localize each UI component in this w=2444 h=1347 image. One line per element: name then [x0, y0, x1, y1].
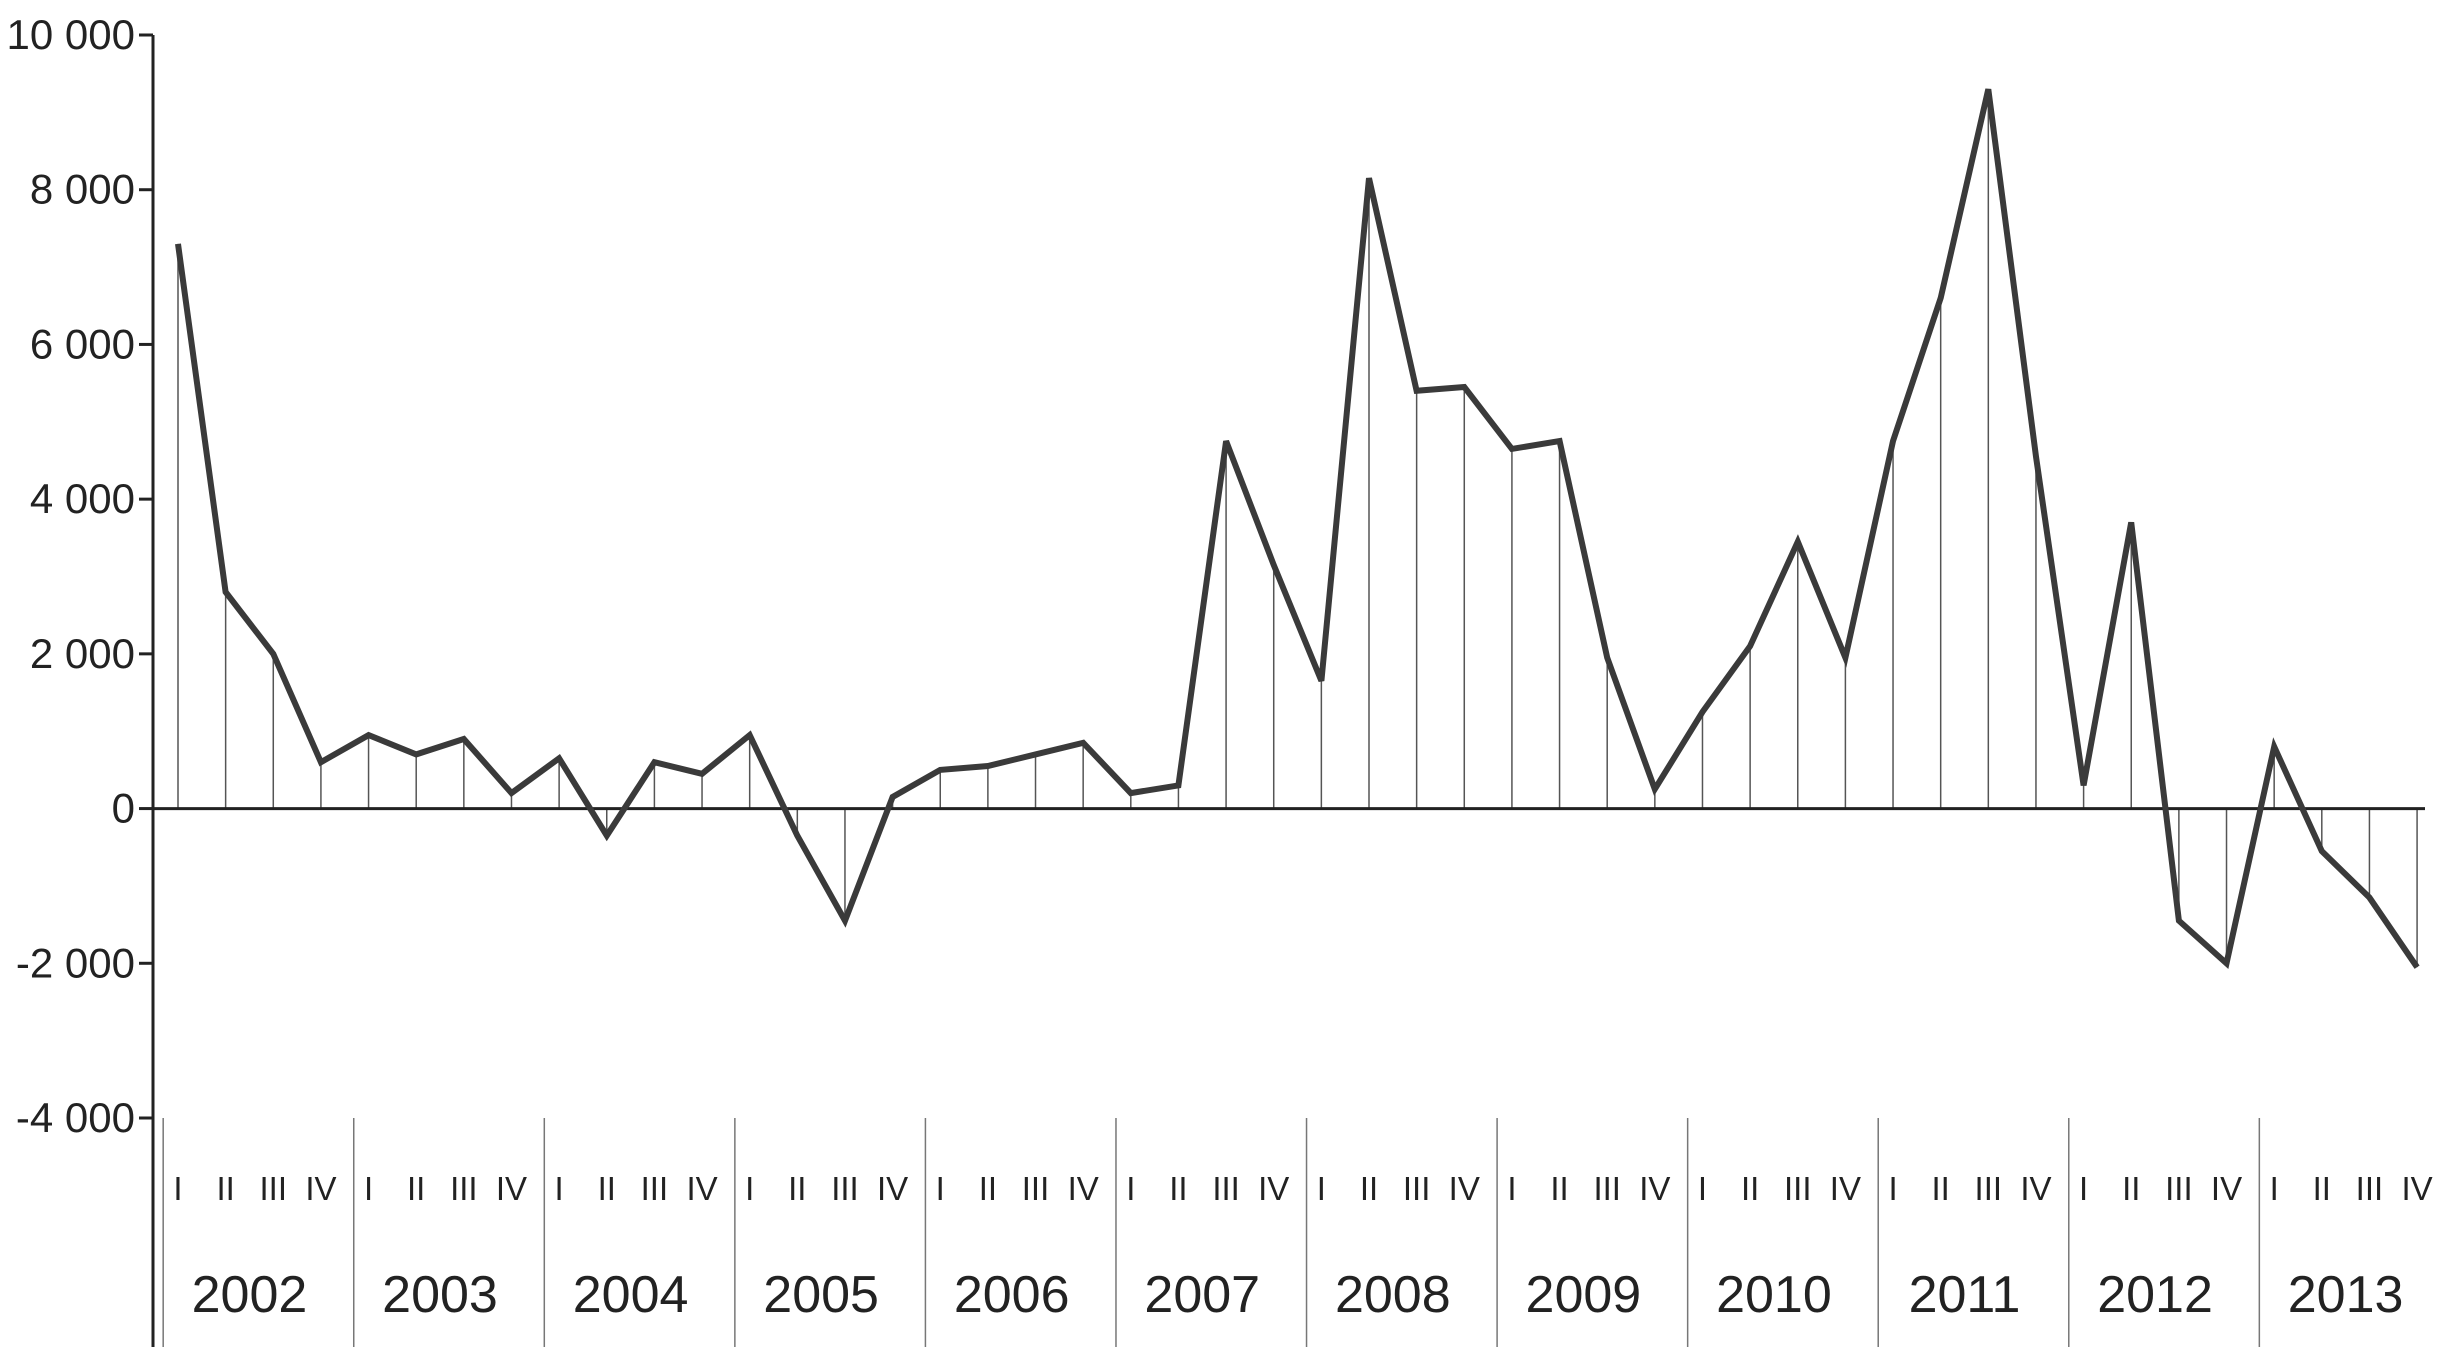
- quarter-label: III: [450, 1170, 478, 1207]
- year-label: 2002: [192, 1266, 308, 1324]
- quarter-label: II: [2122, 1170, 2140, 1207]
- quarter-label: I: [745, 1170, 754, 1207]
- quarter-label: III: [1784, 1170, 1812, 1207]
- quarter-label: IV: [305, 1170, 336, 1207]
- drop-lines: [177, 89, 2418, 968]
- quarter-label: IV: [1068, 1170, 1099, 1207]
- y-tick-label: 10 000: [7, 11, 135, 58]
- quarter-label: I: [1126, 1170, 1135, 1207]
- year-label: 2007: [1144, 1266, 1260, 1324]
- quarter-label: II: [216, 1170, 234, 1207]
- year-label: 2008: [1335, 1266, 1451, 1324]
- quarter-label: I: [1317, 1170, 1326, 1207]
- y-tick-label: 2 000: [30, 630, 135, 677]
- quarter-label: II: [788, 1170, 806, 1207]
- quarter-label: IV: [1639, 1170, 1670, 1207]
- quarter-label: III: [1212, 1170, 1240, 1207]
- series-line: [175, 88, 2420, 969]
- quarter-label: III: [1593, 1170, 1621, 1207]
- quarter-label: I: [936, 1170, 945, 1207]
- year-label: 2006: [954, 1266, 1070, 1324]
- axes: [151, 35, 2425, 1347]
- quarter-label: II: [598, 1170, 616, 1207]
- quarter-label: I: [1698, 1170, 1707, 1207]
- year-label: 2012: [2097, 1266, 2213, 1324]
- quarter-label: IV: [1449, 1170, 1480, 1207]
- quarter-label: I: [2270, 1170, 2279, 1207]
- y-tick-label: 6 000: [30, 320, 135, 367]
- year-label: 2013: [2288, 1266, 2404, 1324]
- quarter-label: IV: [1830, 1170, 1861, 1207]
- y-tick-label: -4 000: [16, 1094, 135, 1141]
- quarter-label: I: [1507, 1170, 1516, 1207]
- quarter-label: I: [2079, 1170, 2088, 1207]
- quarter-label: III: [260, 1170, 288, 1207]
- quarter-label: III: [2356, 1170, 2384, 1207]
- quarter-label: IV: [686, 1170, 717, 1207]
- quarter-label: I: [555, 1170, 564, 1207]
- quarter-label: III: [1975, 1170, 2003, 1207]
- y-tick-label: 0: [112, 785, 135, 832]
- quarter-label: II: [407, 1170, 425, 1207]
- quarter-label: IV: [877, 1170, 908, 1207]
- year-label: 2009: [1526, 1266, 1642, 1324]
- quarter-label: III: [831, 1170, 859, 1207]
- y-tick-label: 8 000: [30, 166, 135, 213]
- quarter-label: II: [1741, 1170, 1759, 1207]
- quarter-label: III: [1403, 1170, 1431, 1207]
- quarter-label: III: [2165, 1170, 2193, 1207]
- quarter-label: II: [979, 1170, 997, 1207]
- year-label: 2003: [382, 1266, 498, 1324]
- quarter-label: III: [641, 1170, 669, 1207]
- quarter-label: IV: [496, 1170, 527, 1207]
- y-tick-label: 4 000: [30, 475, 135, 522]
- year-label: 2005: [763, 1266, 879, 1324]
- y-tick-label: -2 000: [16, 939, 135, 986]
- quarter-label: IV: [2020, 1170, 2051, 1207]
- quarter-label: IV: [2401, 1170, 2432, 1207]
- year-label: 2010: [1716, 1266, 1832, 1324]
- quarter-label: II: [2313, 1170, 2331, 1207]
- quarter-label: I: [1888, 1170, 1897, 1207]
- quarter-label: II: [1360, 1170, 1378, 1207]
- quarter-label: IV: [2211, 1170, 2242, 1207]
- quarter-label: I: [364, 1170, 373, 1207]
- quarter-label: II: [1550, 1170, 1568, 1207]
- year-label: 2011: [1909, 1266, 2021, 1324]
- quarter-label: II: [1169, 1170, 1187, 1207]
- quarter-label: III: [1022, 1170, 1050, 1207]
- y-axis-ticks: 10 000 8 000 6 000 4 000 2 000 0 -2 000 -4 000: [7, 11, 153, 1141]
- quarter-label: II: [1932, 1170, 1950, 1207]
- year-label: 2004: [573, 1266, 689, 1324]
- quarter-label: I: [173, 1170, 182, 1207]
- quarter-label: IV: [1258, 1170, 1289, 1207]
